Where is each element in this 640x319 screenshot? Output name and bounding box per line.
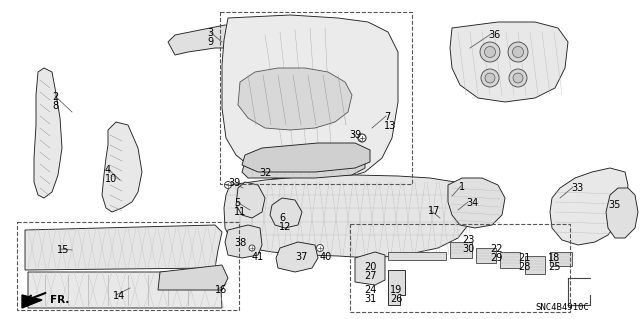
Text: 39: 39 (228, 178, 240, 188)
Bar (17, 222, 239, 310)
Text: 28: 28 (518, 262, 531, 272)
Bar (476, 248, 496, 263)
Text: 27: 27 (364, 271, 376, 281)
Polygon shape (388, 270, 405, 305)
Polygon shape (550, 168, 628, 245)
Circle shape (317, 244, 323, 251)
Text: 37: 37 (295, 252, 307, 262)
Text: 31: 31 (364, 294, 376, 304)
Text: 39: 39 (349, 130, 361, 140)
Polygon shape (28, 272, 222, 308)
Circle shape (485, 73, 495, 83)
Text: 4: 4 (105, 165, 111, 175)
Text: 24: 24 (364, 285, 376, 295)
Text: FR.: FR. (50, 295, 69, 305)
Text: 10: 10 (105, 174, 117, 184)
Polygon shape (242, 143, 370, 172)
Text: 14: 14 (113, 291, 125, 301)
Polygon shape (276, 242, 318, 272)
Polygon shape (158, 265, 228, 290)
Circle shape (225, 182, 232, 189)
Bar (525, 256, 545, 274)
Polygon shape (22, 295, 42, 308)
Text: 21: 21 (518, 253, 531, 263)
Text: 15: 15 (57, 245, 69, 255)
Text: 1: 1 (459, 182, 465, 192)
Text: 38: 38 (234, 238, 246, 248)
Text: 41: 41 (252, 252, 264, 262)
Text: 30: 30 (462, 244, 474, 254)
Circle shape (249, 245, 255, 251)
Text: 34: 34 (466, 198, 478, 208)
Text: 18: 18 (548, 253, 560, 263)
Text: 22: 22 (490, 244, 502, 254)
Text: 8: 8 (52, 101, 58, 111)
Text: 33: 33 (571, 183, 583, 193)
Text: 32: 32 (259, 168, 271, 178)
Text: SNC4B4910C: SNC4B4910C (535, 303, 589, 313)
Polygon shape (102, 122, 142, 212)
Polygon shape (168, 25, 258, 55)
Polygon shape (606, 188, 638, 238)
Polygon shape (34, 68, 62, 198)
Text: 29: 29 (490, 253, 502, 263)
Circle shape (508, 42, 528, 62)
Text: 36: 36 (488, 30, 500, 40)
Text: 35: 35 (608, 200, 620, 210)
Polygon shape (270, 198, 302, 228)
Text: 23: 23 (462, 235, 474, 245)
Text: 25: 25 (548, 262, 561, 272)
Circle shape (484, 47, 495, 57)
Text: 26: 26 (390, 294, 403, 304)
Circle shape (358, 134, 366, 142)
Bar (500, 252, 520, 268)
Text: 13: 13 (384, 121, 396, 131)
Text: 11: 11 (234, 207, 246, 217)
Text: 5: 5 (234, 198, 240, 208)
Text: 20: 20 (364, 262, 376, 272)
Text: 3: 3 (207, 28, 213, 38)
Text: 9: 9 (207, 37, 213, 47)
Circle shape (481, 69, 499, 87)
Polygon shape (25, 225, 222, 270)
Circle shape (480, 42, 500, 62)
Text: 16: 16 (215, 285, 227, 295)
Polygon shape (238, 68, 352, 130)
Polygon shape (448, 178, 505, 228)
Text: 6: 6 (279, 213, 285, 223)
Bar (388, 252, 446, 260)
Polygon shape (224, 175, 470, 258)
Bar (550, 252, 572, 266)
Circle shape (513, 47, 524, 57)
Polygon shape (222, 15, 398, 182)
Polygon shape (355, 252, 385, 285)
Polygon shape (450, 22, 568, 102)
Circle shape (513, 73, 523, 83)
Polygon shape (225, 225, 262, 258)
Text: 12: 12 (279, 222, 291, 232)
Text: 7: 7 (384, 112, 390, 122)
Polygon shape (236, 182, 265, 218)
Bar (350, 224, 570, 312)
Text: 19: 19 (390, 285, 403, 295)
Text: 17: 17 (428, 206, 440, 216)
Bar (450, 242, 472, 258)
Polygon shape (242, 148, 365, 178)
Text: 2: 2 (52, 92, 58, 102)
Text: 40: 40 (320, 252, 332, 262)
Bar (220, 12, 412, 184)
Circle shape (509, 69, 527, 87)
